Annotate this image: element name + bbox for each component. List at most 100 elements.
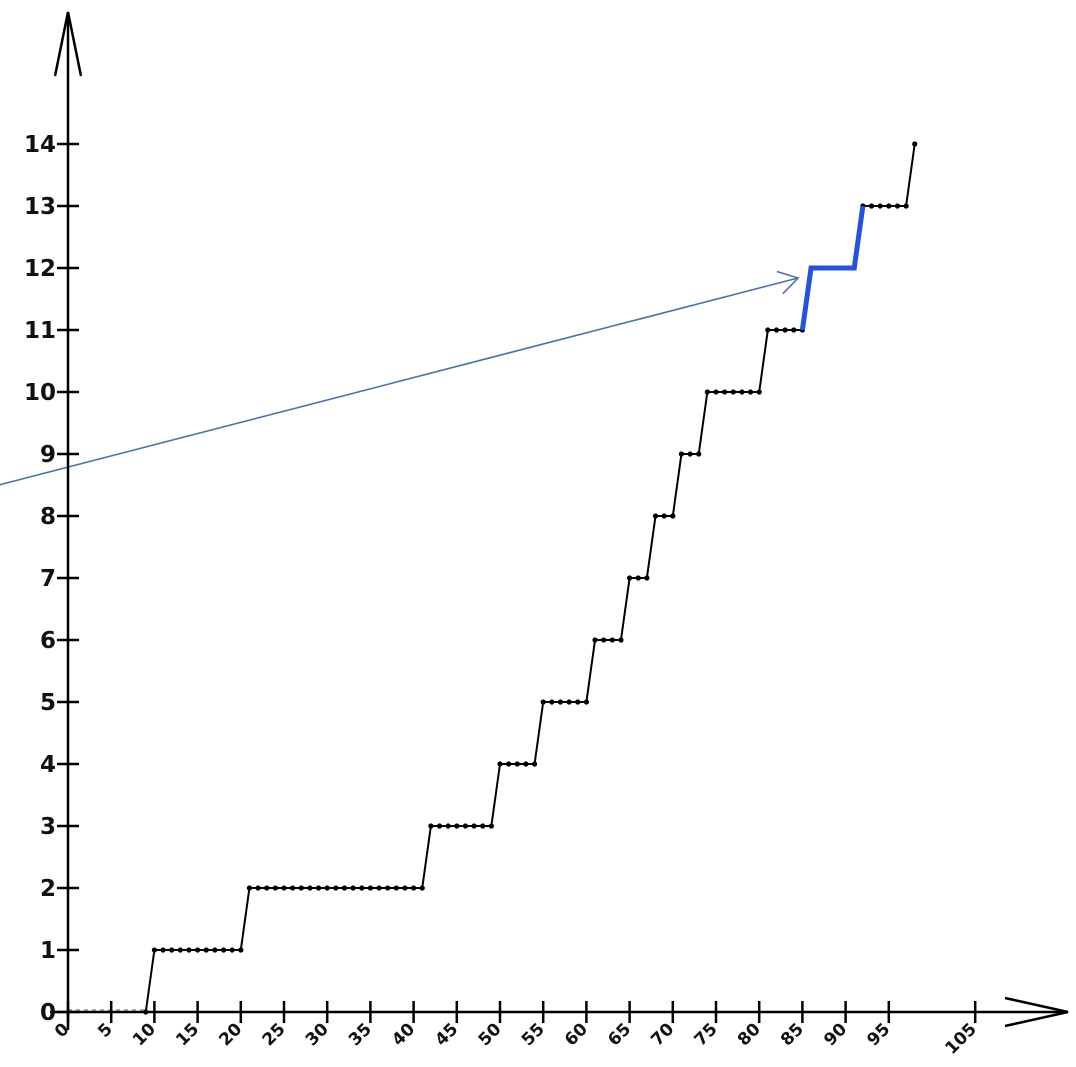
data-point bbox=[229, 947, 235, 953]
data-point bbox=[531, 761, 538, 767]
data-point bbox=[627, 575, 633, 581]
y-tick-label: 6 bbox=[40, 628, 56, 654]
data-point bbox=[713, 389, 719, 395]
x-tick-label: 10 bbox=[129, 1019, 160, 1050]
data-point bbox=[540, 699, 546, 705]
data-point bbox=[886, 203, 892, 209]
x-tick-label: 25 bbox=[259, 1019, 290, 1050]
data-point bbox=[618, 637, 624, 643]
x-tick-label: 45 bbox=[431, 1019, 462, 1050]
y-tick-label: 9 bbox=[40, 442, 56, 468]
data-point bbox=[462, 823, 469, 829]
data-point bbox=[264, 885, 270, 891]
data-point bbox=[428, 823, 434, 829]
data-point bbox=[272, 885, 278, 891]
data-point bbox=[609, 637, 615, 643]
x-tick-label: 85 bbox=[777, 1019, 808, 1050]
data-point bbox=[877, 203, 883, 209]
data-point bbox=[696, 451, 702, 457]
annotation-arrow-group bbox=[0, 270, 800, 486]
data-point bbox=[791, 327, 797, 333]
x-tick-label: 20 bbox=[215, 1019, 246, 1050]
data-point bbox=[298, 885, 304, 891]
data-point bbox=[868, 203, 875, 209]
data-point bbox=[359, 885, 365, 891]
data-point bbox=[592, 637, 598, 643]
annotation-arrowhead bbox=[776, 270, 800, 295]
data-point bbox=[523, 761, 529, 767]
data-point bbox=[445, 823, 451, 829]
y-tick-label: 14 bbox=[24, 132, 56, 158]
data-point bbox=[411, 885, 417, 891]
data-point bbox=[177, 947, 183, 953]
data-point bbox=[471, 823, 477, 829]
data-point bbox=[549, 699, 555, 705]
data-point bbox=[255, 885, 261, 891]
y-tick-label: 11 bbox=[24, 318, 56, 344]
data-point bbox=[402, 885, 408, 891]
data-point bbox=[488, 823, 494, 829]
data-points-group bbox=[143, 141, 918, 1015]
highlight-group bbox=[799, 205, 866, 331]
x-tick-label: 105 bbox=[941, 1019, 980, 1058]
data-point bbox=[687, 451, 693, 457]
y-tick-label: 2 bbox=[40, 876, 56, 902]
x-ticks-group: 0 5 10 15 20 25 30 35 40 45 50 55 60 65 70 75 80 85 90 95 10… bbox=[51, 1001, 981, 1059]
data-point bbox=[635, 575, 641, 581]
data-point bbox=[333, 885, 339, 891]
data-point bbox=[212, 947, 218, 953]
x-tick-label: 90 bbox=[820, 1019, 851, 1050]
x-tick-label: 40 bbox=[388, 1019, 419, 1050]
data-point bbox=[367, 885, 373, 891]
data-point bbox=[151, 947, 157, 953]
data-point bbox=[670, 513, 676, 519]
y-tick-label: 3 bbox=[40, 814, 56, 840]
y-tick-label: 0 bbox=[40, 1000, 56, 1026]
data-point bbox=[169, 947, 175, 953]
data-point bbox=[557, 699, 564, 705]
data-point bbox=[773, 327, 780, 333]
x-tick-label: 5 bbox=[94, 1019, 117, 1042]
data-point bbox=[747, 389, 754, 395]
data-point bbox=[393, 885, 399, 891]
y-tick-label: 10 bbox=[24, 380, 56, 406]
y-tick-label: 4 bbox=[40, 752, 56, 778]
data-point bbox=[894, 203, 901, 209]
annotation-arrow-line bbox=[0, 277, 799, 486]
data-point bbox=[756, 389, 762, 395]
x-tick-label: 55 bbox=[518, 1019, 549, 1050]
data-point bbox=[480, 823, 486, 829]
x-tick-label: 65 bbox=[604, 1019, 635, 1050]
x-tick-label: 95 bbox=[863, 1019, 894, 1050]
x-tick-label: 35 bbox=[345, 1019, 376, 1050]
y-tick-label: 1 bbox=[40, 938, 56, 964]
data-point bbox=[385, 885, 391, 891]
y-axis-arrowhead bbox=[53, 11, 83, 77]
data-point bbox=[912, 141, 918, 147]
y-tick-label: 13 bbox=[24, 194, 56, 220]
data-point bbox=[376, 885, 382, 891]
data-point bbox=[436, 823, 443, 829]
data-point bbox=[324, 885, 330, 891]
x-tick-label: 50 bbox=[475, 1019, 506, 1050]
data-point bbox=[350, 885, 356, 891]
data-point bbox=[722, 389, 728, 395]
data-point bbox=[203, 947, 209, 953]
x-axis-arrowhead bbox=[1004, 996, 1069, 1028]
data-point bbox=[652, 513, 659, 519]
data-point bbox=[238, 947, 244, 953]
data-point bbox=[601, 637, 607, 643]
data-point bbox=[583, 699, 590, 705]
data-point bbox=[903, 203, 909, 209]
x-tick-label: 70 bbox=[647, 1019, 678, 1050]
data-point bbox=[220, 947, 227, 953]
data-point bbox=[186, 947, 192, 953]
data-point bbox=[506, 761, 512, 767]
data-point bbox=[281, 885, 287, 891]
data-point bbox=[575, 699, 581, 705]
highlight-step-line bbox=[799, 205, 866, 331]
data-point bbox=[514, 761, 520, 767]
data-point bbox=[315, 885, 322, 891]
